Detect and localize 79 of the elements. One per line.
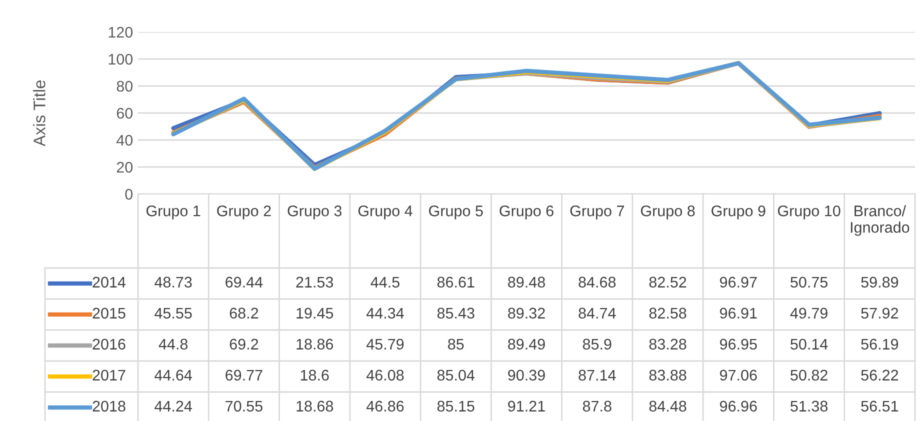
data-label: 21.53 (296, 276, 334, 288)
data-label: 69.2 (230, 338, 258, 350)
data-label: 82.58 (649, 308, 686, 319)
data-label: 50.14 (790, 338, 828, 350)
data-label: 96.91 (720, 308, 757, 319)
data-label: 50.75 (790, 276, 828, 288)
data-label: 18.86 (296, 338, 334, 350)
x-tick-label: Grupo 2 (217, 206, 271, 220)
data-label: 85.04 (437, 370, 475, 381)
x-tick-label: Grupo 7 (570, 206, 624, 220)
data-label: 57.92 (861, 308, 898, 319)
data-label: 59.89 (861, 276, 898, 288)
legend-label: 2018 (92, 400, 126, 412)
data-label: 46.86 (366, 400, 404, 412)
data-label: 56.19 (861, 338, 898, 350)
data-label: 86.61 (437, 276, 474, 288)
data-label: 68.2 (230, 308, 258, 319)
data-label: 89.49 (508, 338, 545, 350)
x-tick-label: Grupo 5 (429, 206, 483, 220)
data-label: 18.6 (300, 370, 329, 381)
data-label: 85.9 (582, 338, 612, 350)
x-tick-label: Grupo 4 (358, 206, 412, 220)
data-label: 84.74 (578, 308, 616, 319)
data-label: 89.48 (508, 276, 545, 288)
data-label: 82.52 (649, 276, 686, 288)
data-label: 84.48 (649, 400, 686, 412)
y-tick-label: 100 (108, 54, 133, 65)
data-label: 44.64 (154, 370, 192, 381)
legend-label: 2017 (92, 370, 126, 381)
data-label: 49.79 (790, 308, 828, 319)
data-label: 50.82 (790, 370, 828, 381)
data-label: 46.08 (366, 370, 404, 381)
data-label: 48.73 (154, 276, 192, 288)
data-label: 44.8 (158, 338, 188, 350)
y-tick-label: 60 (116, 108, 133, 119)
data-label: 83.88 (649, 370, 686, 381)
data-label: 84.68 (578, 276, 616, 288)
data-label: 51.38 (790, 400, 828, 412)
data-label: 69.77 (226, 370, 262, 381)
x-tick-label: Branco/Ignorado (850, 205, 910, 236)
data-label: 96.96 (720, 400, 757, 412)
data-label: 96.95 (720, 338, 757, 350)
legend-label: 2014 (92, 276, 126, 288)
data-label: 91.21 (508, 400, 545, 412)
legend-label: 2016 (92, 338, 126, 350)
x-tick-label: Grupo 1 (146, 206, 200, 220)
data-label: 44.34 (366, 308, 404, 319)
y-tick-label: 40 (116, 134, 133, 146)
y-axis-title: Axis Title (33, 80, 46, 146)
data-label: 96.97 (720, 276, 757, 288)
data-label: 87.14 (578, 370, 616, 381)
x-tick-label: Grupo 6 (500, 206, 554, 220)
data-label: 89.32 (508, 308, 545, 319)
data-label: 90.39 (508, 370, 545, 381)
data-label: 85.43 (437, 308, 474, 319)
data-label: 83.28 (649, 338, 686, 350)
x-tick-label: Grupo 10 (778, 206, 840, 220)
legend-label: 2015 (92, 308, 126, 319)
data-label: 56.22 (861, 370, 898, 381)
data-label: 18.68 (296, 400, 334, 412)
data-label: 19.45 (296, 308, 334, 319)
data-label: 87.8 (582, 400, 612, 412)
y-tick-label: 20 (116, 162, 133, 173)
data-label: 85 (448, 338, 464, 350)
data-label: 70.55 (226, 400, 262, 412)
data-label: 97.06 (720, 370, 757, 381)
data-label: 69.44 (226, 276, 263, 288)
data-label: 44.5 (370, 276, 400, 288)
y-tick-label: 80 (116, 80, 133, 92)
data-label: 56.51 (861, 400, 898, 412)
data-label: 45.55 (154, 308, 192, 319)
data-label: 45.79 (366, 338, 404, 350)
y-tick-label: 0 (125, 188, 133, 200)
x-tick-label: Grupo 3 (288, 206, 342, 220)
x-tick-label: Grupo 9 (712, 206, 766, 220)
data-label: 85.15 (437, 400, 474, 412)
data-label: 44.24 (154, 400, 192, 412)
y-tick-label: 120 (108, 26, 133, 38)
x-tick-label: Grupo 8 (640, 206, 695, 220)
